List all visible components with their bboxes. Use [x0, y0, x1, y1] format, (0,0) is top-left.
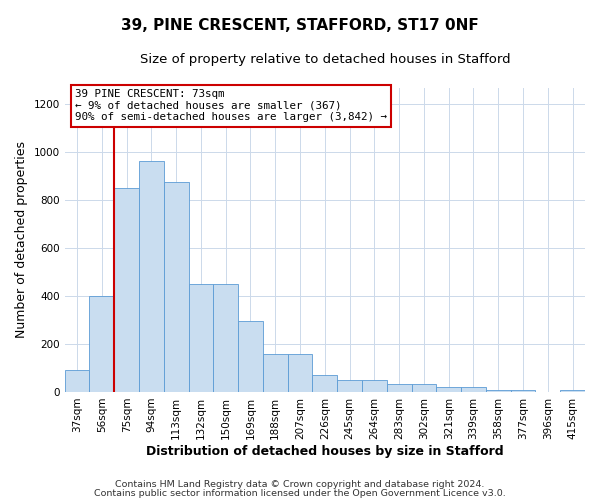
Bar — [387, 384, 412, 392]
Bar — [362, 380, 387, 392]
Bar — [313, 374, 337, 392]
Bar — [436, 387, 461, 392]
Bar — [560, 390, 585, 392]
Text: 39 PINE CRESCENT: 73sqm
← 9% of detached houses are smaller (367)
90% of semi-de: 39 PINE CRESCENT: 73sqm ← 9% of detached… — [75, 89, 387, 122]
Bar — [164, 182, 188, 392]
Bar — [412, 384, 436, 392]
Bar — [511, 390, 535, 392]
Bar — [486, 390, 511, 392]
Bar — [188, 284, 214, 392]
Bar — [337, 380, 362, 392]
Bar — [114, 188, 139, 392]
Bar — [214, 284, 238, 392]
Bar — [461, 387, 486, 392]
Bar — [65, 370, 89, 392]
Bar — [139, 160, 164, 392]
Bar — [89, 296, 114, 392]
Text: Contains HM Land Registry data © Crown copyright and database right 2024.: Contains HM Land Registry data © Crown c… — [115, 480, 485, 489]
Text: 39, PINE CRESCENT, STAFFORD, ST17 0NF: 39, PINE CRESCENT, STAFFORD, ST17 0NF — [121, 18, 479, 32]
Y-axis label: Number of detached properties: Number of detached properties — [15, 141, 28, 338]
Bar — [287, 354, 313, 392]
Bar — [263, 354, 287, 392]
Title: Size of property relative to detached houses in Stafford: Size of property relative to detached ho… — [140, 52, 510, 66]
Text: Contains public sector information licensed under the Open Government Licence v3: Contains public sector information licen… — [94, 488, 506, 498]
X-axis label: Distribution of detached houses by size in Stafford: Distribution of detached houses by size … — [146, 444, 503, 458]
Bar — [238, 320, 263, 392]
